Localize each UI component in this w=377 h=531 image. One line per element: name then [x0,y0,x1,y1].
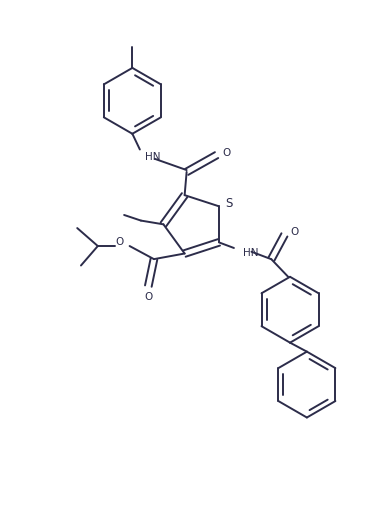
Text: HN: HN [242,248,258,258]
Text: O: O [115,236,123,246]
Text: S: S [226,197,233,210]
Text: HN: HN [146,152,161,162]
Text: O: O [144,292,152,302]
Text: O: O [222,148,231,158]
Text: O: O [290,227,299,237]
